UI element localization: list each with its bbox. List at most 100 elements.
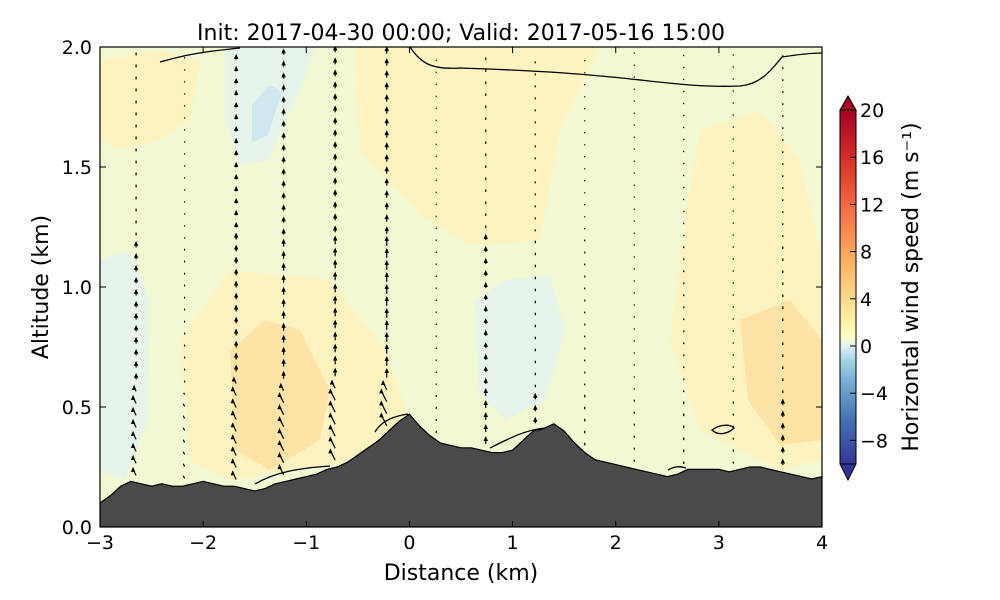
negative-wind-region (475, 275, 565, 420)
colorbar-extend-bottom (839, 463, 857, 482)
wind-arrow-head (780, 458, 786, 464)
wind-arrow-head (384, 332, 389, 338)
wind-arrow-head (483, 317, 488, 323)
y-tick-label: 0.0 (62, 517, 92, 539)
wind-arrow-head (483, 329, 488, 335)
negative-wind-region (100, 250, 150, 480)
wind-arrow-head (281, 322, 286, 328)
wind-arrow-head (133, 324, 139, 330)
wind-arrow-head (130, 466, 136, 472)
wind-arrow-head (230, 386, 235, 392)
wind-arrow-head (277, 464, 282, 470)
wind-arrow-head (332, 93, 338, 99)
wind-arrow-head (332, 235, 338, 241)
wind-arrow-head (384, 106, 389, 112)
wind-arrow-head (332, 117, 338, 123)
wind-arrow-head (281, 334, 286, 340)
wind-arrow-head (133, 276, 139, 282)
wind-arrow-head (233, 268, 239, 274)
contour-line (409, 47, 822, 87)
wind-arrow-head (233, 185, 239, 191)
wind-arrow-head (483, 365, 488, 371)
negative-wind-core (252, 85, 282, 142)
wind-arrow-head (384, 154, 389, 160)
wind-arrow-head (281, 156, 286, 162)
x-axis-label: Distance (km) (384, 561, 539, 586)
wind-arrow-head (281, 60, 286, 66)
wind-arrow-head (277, 440, 282, 446)
wind-arrow-head (281, 48, 286, 54)
wind-arrow-head (281, 216, 286, 222)
wind-arrow-head (281, 192, 286, 198)
wind-arrow-head (384, 248, 389, 254)
wind-arrow-head (328, 388, 333, 394)
wind-arrow-head (384, 236, 389, 242)
x-tick-label: 1 (507, 532, 519, 554)
wind-arrow-head (332, 201, 338, 207)
wind-arrow-head (780, 410, 786, 416)
wind-arrow-head (278, 382, 284, 388)
wind-arrow-head (233, 137, 239, 143)
colorbar: −8 −4 0 4 8 12 16 20 Horizontal wind speed (m s… (839, 94, 924, 482)
wind-arrow (182, 415, 186, 419)
wind-arrow-head (780, 446, 786, 452)
wind-arrow-head (281, 144, 286, 150)
wind-arrow (182, 463, 186, 467)
y-tick-label: 1.5 (62, 157, 92, 179)
wind-arrow-head (332, 307, 338, 313)
wind-arrow-head (332, 213, 338, 219)
wind-arrow-head (332, 57, 338, 63)
colorbar-tick-label: 16 (860, 147, 884, 169)
wind-arrow-head (483, 281, 488, 287)
wind-arrow-head (384, 47, 389, 52)
zero-contour-lines (159, 47, 822, 485)
wind-arrow-head (384, 70, 389, 76)
wind-arrow-head (133, 312, 139, 318)
wind-arrow-head (281, 346, 286, 352)
wind-arrow-head (233, 364, 239, 370)
wind-arrow-head (483, 400, 488, 406)
wind-arrow-head (329, 379, 335, 385)
colorbar-tick-label: 0 (860, 336, 872, 358)
wind-arrow-head (483, 377, 488, 383)
wind-arrow-head (233, 221, 239, 227)
wind-arrow-head (483, 233, 488, 239)
wind-arrow-head (133, 348, 139, 354)
wind-arrow-head (233, 101, 239, 107)
x-tick-label: 2 (610, 532, 622, 554)
wind-arrow-head (332, 295, 338, 301)
wind-arrow-head (281, 310, 286, 316)
wind-arrow (183, 392, 186, 395)
wind-arrow-head (533, 392, 538, 398)
wind-arrow-head (281, 96, 286, 102)
wind-arrow-head (233, 161, 239, 167)
wind-arrow-head (281, 286, 286, 292)
colorbar-ticks: −8 −4 0 4 8 12 16 20 (850, 100, 888, 452)
wind-arrow-head (483, 412, 488, 418)
contour-line (159, 47, 241, 63)
wind-arrow-head (328, 412, 333, 418)
y-tick-label: 0.5 (62, 397, 92, 419)
y-axis: 0.0 0.5 1.0 1.5 2.0 (62, 37, 822, 539)
wind-arrow-head (233, 232, 239, 238)
wind-arrow-head (233, 328, 239, 334)
wind-arrow-head (281, 262, 286, 268)
wind-arrow-head (332, 47, 338, 51)
wind-arrow-head (233, 149, 239, 155)
wind-arrow-head (332, 165, 338, 171)
wind-arrow-head (332, 81, 338, 87)
wind-arrow-head (230, 458, 235, 464)
wind-arrow-head (483, 245, 488, 251)
wind-arrow-head (384, 356, 389, 362)
wind-arrow-head (233, 340, 239, 346)
wind-arrow-head (233, 244, 239, 250)
wind-arrow-head (332, 331, 338, 337)
wind-arrow-head (332, 129, 338, 135)
wind-arrow-head (328, 400, 333, 406)
wind-arrow-head (281, 250, 286, 256)
wind-arrow-head (384, 190, 389, 196)
colorbar-tick-label: 8 (860, 242, 872, 264)
wind-arrow-head (130, 394, 136, 400)
y-axis-label: Altitude (km) (29, 215, 54, 359)
terrain (100, 413, 822, 527)
